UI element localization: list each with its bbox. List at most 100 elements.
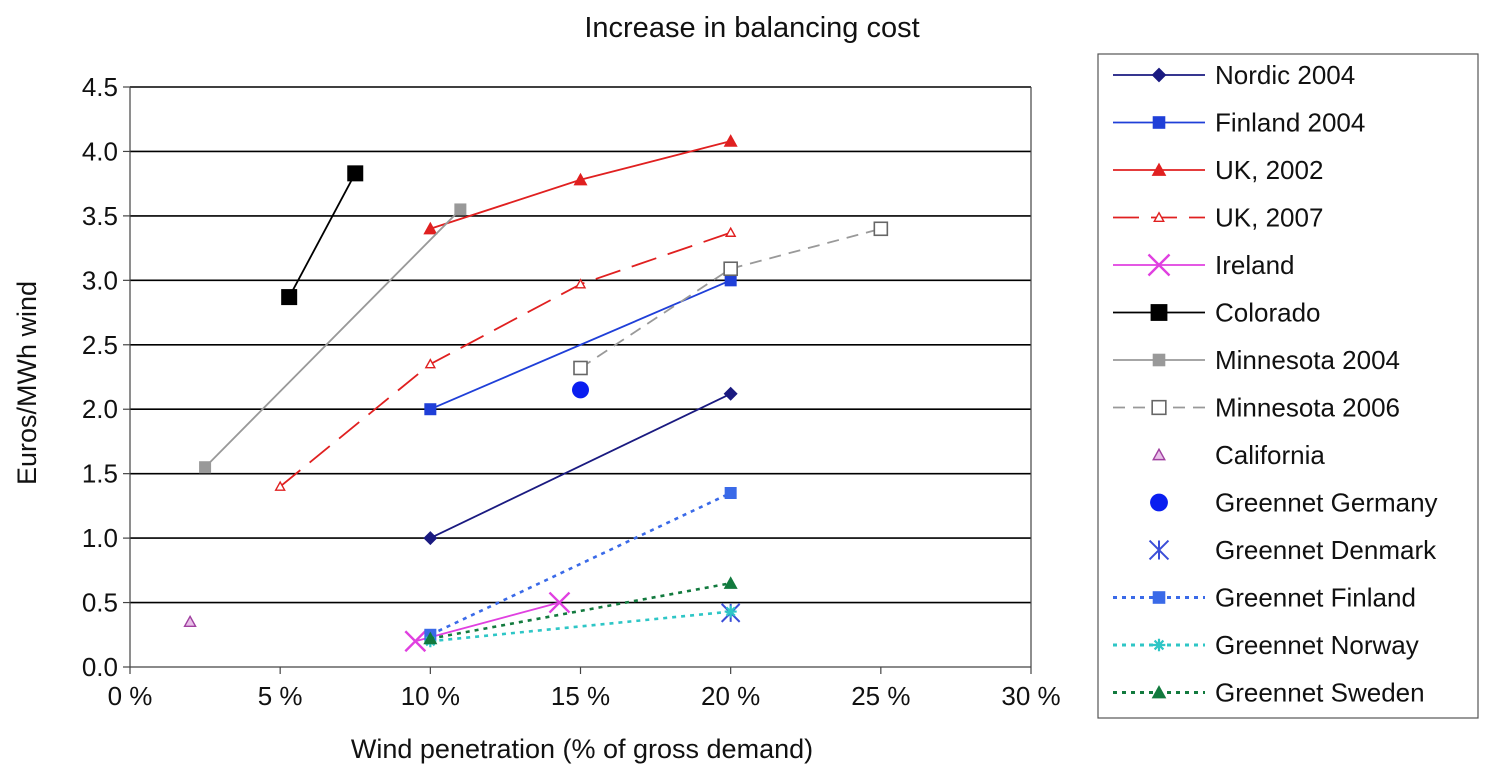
data-point-uk-2007 — [574, 278, 587, 289]
legend-marker-ireland — [1147, 253, 1171, 277]
x-tick-label: 20 % — [701, 681, 760, 711]
series-line-nordic-2004 — [429, 392, 732, 539]
y-tick-label: 2.0 — [82, 394, 118, 424]
chart-title: Increase in balancing cost — [584, 12, 919, 44]
legend-marker-greennet-denmark — [1148, 539, 1170, 561]
data-point-uk-2002 — [573, 172, 588, 186]
legend-label-uk-2002: UK, 2002 — [1215, 155, 1323, 185]
series-greennet-finland — [424, 487, 737, 641]
data-point-california — [183, 614, 197, 627]
x-tick-label: 30 % — [1001, 681, 1060, 711]
series-line-greennet-norway — [430, 610, 731, 643]
legend-label-greennet-sweden: Greennet Sweden — [1215, 678, 1425, 708]
legend-label-greennet-germany: Greennet Germany — [1215, 488, 1438, 518]
legend-item-greennet-sweden: Greennet Sweden — [1113, 678, 1425, 708]
data-point-finland-2004 — [724, 274, 737, 287]
data-point-uk-2002 — [723, 134, 738, 147]
legend: Nordic 2004 Finland 2004 UK, 2002 UK, 2007 I… — [1097, 53, 1479, 719]
legend-marker-uk-2007 — [1153, 211, 1165, 222]
series-greennet-sweden — [423, 576, 738, 645]
series-california — [183, 614, 197, 627]
y-tick-label: 4.0 — [82, 136, 118, 166]
series-line-minnesota-2004 — [204, 208, 462, 468]
legend-label-ireland: Ireland — [1215, 250, 1295, 280]
data-point-uk-2007 — [424, 358, 437, 369]
legend-marker-minnesota-2006 — [1151, 399, 1167, 416]
series-ireland — [404, 591, 571, 653]
y-tick-label: 3.0 — [82, 265, 118, 295]
series-uk-2002 — [423, 134, 738, 235]
data-point-nordic-2004 — [723, 386, 738, 401]
legend-marker-minnesota-2004 — [1152, 353, 1166, 367]
legend-item-california: California — [1152, 440, 1325, 470]
legend-item-greennet-denmark: Greennet Denmark — [1148, 535, 1437, 565]
legend-item-minnesota-2004: Minnesota 2004 — [1113, 345, 1400, 375]
data-point-greennet-norway — [724, 605, 737, 618]
legend-item-greennet-finland: Greennet Finland — [1113, 583, 1416, 613]
legend-item-nordic-2004: Nordic 2004 — [1113, 60, 1355, 90]
legend-label-nordic-2004: Nordic 2004 — [1215, 60, 1355, 90]
legend-label-greennet-denmark: Greennet Denmark — [1215, 535, 1437, 565]
y-tick-label: 1.5 — [82, 459, 118, 489]
data-point-colorado — [347, 165, 364, 182]
legend-item-greennet-germany: Greennet Germany — [1150, 488, 1438, 518]
legend-label-colorado: Colorado — [1215, 298, 1321, 328]
x-tick-label: 15 % — [551, 681, 610, 711]
legend-label-california: California — [1215, 440, 1325, 470]
x-axis-label: Wind penetration (% of gross demand) — [351, 734, 813, 764]
x-tick-label: 25 % — [851, 681, 910, 711]
legend-marker-greennet-norway — [1152, 638, 1166, 652]
y-tick-label: 4.5 — [82, 72, 118, 102]
y-tick-label: 1.0 — [82, 523, 118, 553]
data-point-minnesota-2004 — [199, 461, 212, 474]
x-tick-label: 5 % — [258, 681, 303, 711]
data-point-minnesota-2006 — [723, 261, 738, 277]
series-line-ireland — [415, 601, 560, 643]
x-tick-label: 0 % — [108, 681, 153, 711]
legend-marker-greennet-germany — [1150, 493, 1168, 512]
series-minnesota-2006 — [573, 221, 889, 376]
data-point-uk-2007 — [274, 480, 286, 491]
y-tick-label: 0.0 — [82, 652, 118, 682]
data-point-finland-2004 — [424, 403, 437, 416]
y-tick-label: 2.5 — [82, 330, 118, 360]
legend-item-finland-2004: Finland 2004 — [1113, 108, 1365, 138]
legend-item-minnesota-2006: Minnesota 2006 — [1113, 393, 1400, 423]
legend-label-uk-2007: UK, 2007 — [1215, 203, 1323, 233]
series-layer — [183, 134, 889, 653]
series-line-greennet-finland — [429, 491, 732, 636]
legend-label-greennet-norway: Greennet Norway — [1215, 630, 1419, 660]
legend-marker-california — [1152, 447, 1166, 461]
series-minnesota-2004 — [199, 203, 467, 474]
legend-marker-greennet-finland — [1152, 591, 1166, 604]
series-line-greennet-sweden — [430, 581, 731, 640]
data-point-greennet-sweden — [723, 576, 738, 589]
legend-item-uk-2007: UK, 2007 — [1113, 203, 1323, 233]
legend-label-minnesota-2006: Minnesota 2006 — [1215, 393, 1400, 423]
legend-marker-uk-2002 — [1151, 162, 1167, 176]
legend-label-finland-2004: Finland 2004 — [1215, 108, 1365, 138]
series-line-colorado — [288, 172, 357, 298]
legend-marker-colorado — [1150, 304, 1168, 321]
legend-label-minnesota-2004: Minnesota 2004 — [1215, 345, 1400, 375]
legend-marker-finland-2004 — [1152, 116, 1166, 129]
y-tick-label: 0.5 — [82, 588, 118, 618]
legend-item-greennet-norway: Greennet Norway — [1113, 630, 1419, 660]
data-point-ireland — [548, 591, 571, 614]
data-point-nordic-2004 — [423, 531, 438, 546]
series-nordic-2004 — [423, 386, 738, 546]
legend-label-greennet-finland: Greennet Finland — [1215, 583, 1416, 613]
series-finland-2004 — [424, 274, 737, 416]
series-greennet-germany — [572, 381, 589, 399]
series-uk-2007 — [274, 226, 737, 491]
data-point-minnesota-2004 — [454, 203, 467, 216]
data-point-uk-2007 — [724, 226, 737, 237]
y-axis-label: Euros/MWh wind — [12, 281, 42, 485]
legend-box — [1097, 53, 1479, 719]
series-colorado — [281, 165, 364, 306]
series-line-uk-2007 — [279, 231, 731, 488]
y-tick-label: 3.5 — [82, 201, 118, 231]
legend-marker-nordic-2004 — [1151, 67, 1167, 83]
